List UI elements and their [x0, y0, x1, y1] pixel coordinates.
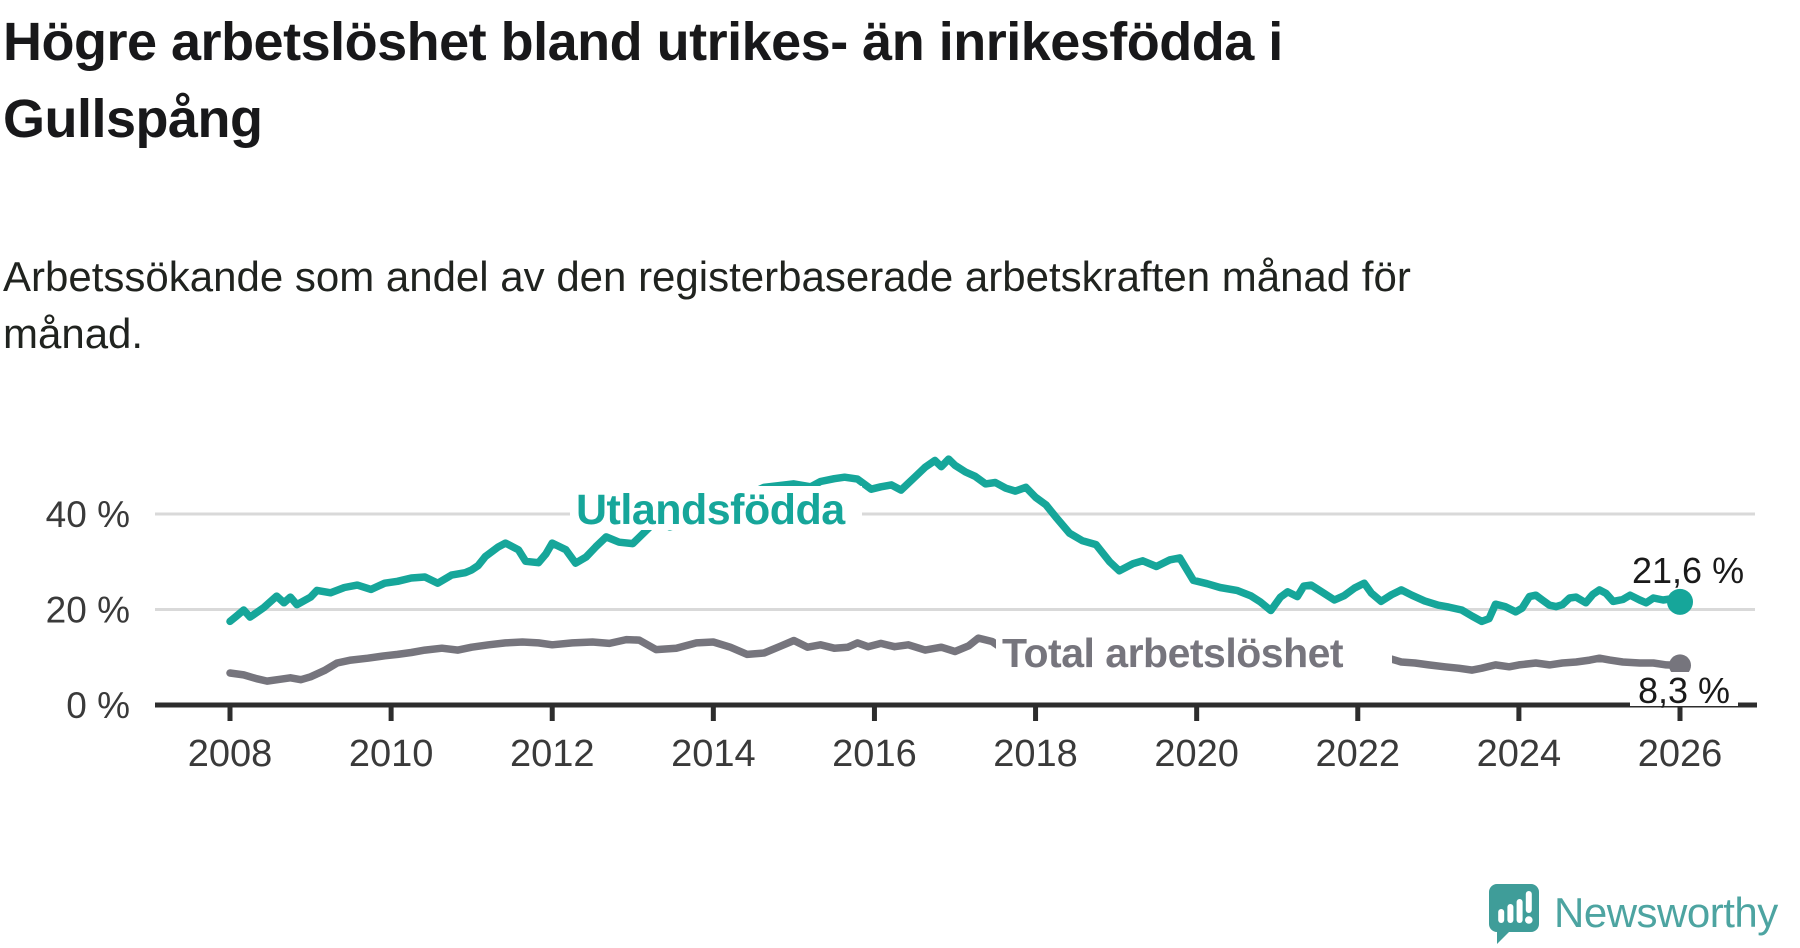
logo-text: Newsworthy: [1554, 889, 1778, 936]
value-label-total: 8,3 %: [1638, 670, 1730, 711]
value-label-utlandsfodda: 21,6 %: [1632, 550, 1744, 591]
x-tick-label: 2024: [1477, 733, 1562, 775]
newsworthy-branding: Newsworthy: [1487, 882, 1778, 944]
x-tick-label: 2022: [1316, 733, 1401, 775]
bar-medium: [1507, 904, 1514, 923]
exclamation-dot: [1525, 916, 1533, 924]
chart-subtitle: Arbetssökande som andel av den registerb…: [3, 253, 1411, 358]
end-dot-total: [1669, 654, 1692, 677]
y-tick-label: 0 %: [66, 685, 130, 726]
series-line-total: [226, 634, 1684, 685]
y-tick-label: 40 %: [46, 494, 130, 535]
bar-large: [1516, 899, 1523, 923]
end-dot-utlandsfodda: [1667, 588, 1694, 615]
bar-small: [1498, 909, 1505, 923]
value-label-bg: [1630, 672, 1738, 706]
x-tick-label: 2016: [832, 733, 917, 775]
x-tick-label: 2026: [1638, 733, 1723, 775]
page-title: Högre arbetslöshet bland utrikes- än inr…: [3, 12, 1283, 149]
series-label-utlandsfodda: Utlandsfödda: [576, 486, 846, 534]
series-label-bg: [996, 630, 1392, 672]
x-tick-label: 2008: [188, 733, 273, 775]
exclamation-bar: [1525, 891, 1532, 913]
x-tick-label: 2014: [671, 733, 756, 775]
x-tick-label: 2018: [993, 733, 1078, 775]
y-tick-label: 20 %: [46, 590, 130, 631]
newsworthy-speech-bubble-chart-icon: [1489, 884, 1539, 944]
series-label-bg: [570, 486, 862, 530]
series-line-utlandsfodda: [226, 455, 1684, 626]
x-tick-label: 2012: [510, 733, 595, 775]
series-label-total: Total arbetslöshet: [1002, 630, 1344, 676]
x-tick-label: 2020: [1154, 733, 1239, 775]
x-tick-label: 2010: [349, 733, 434, 775]
